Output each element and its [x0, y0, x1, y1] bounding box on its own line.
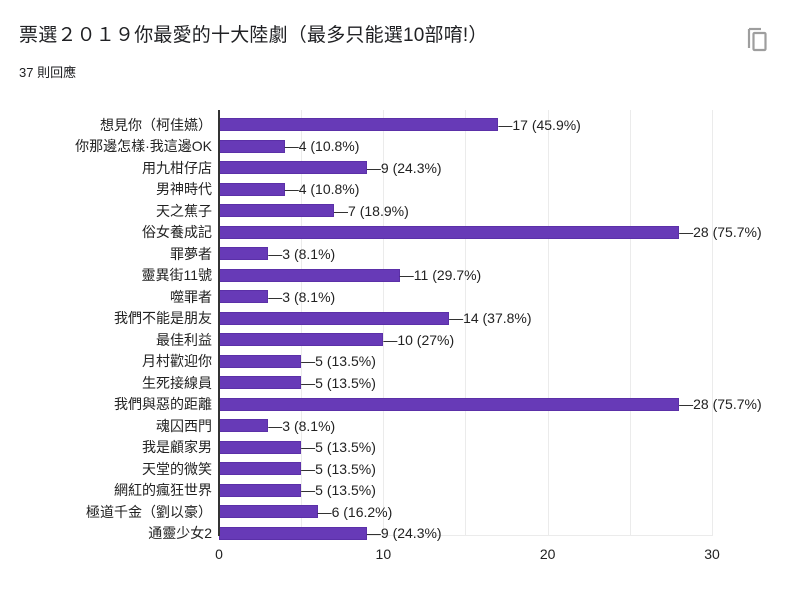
bar[interactable]	[219, 225, 680, 239]
bar-value-label: —9 (24.3%)	[366, 525, 442, 541]
x-tick-label: 0	[215, 546, 223, 562]
category-label: 靈異街11號	[141, 267, 212, 283]
bar[interactable]	[219, 376, 302, 389]
bar-value-label: —28 (75.7%)	[679, 396, 762, 412]
x-tick-label: 10	[375, 546, 392, 562]
category-label: 我們與惡的距離	[114, 396, 212, 412]
copy-icon	[747, 27, 767, 52]
bar[interactable]	[219, 397, 680, 411]
bar-value-label: —3 (8.1%)	[268, 245, 336, 262]
bar-value-label: —5 (13.5%)	[301, 460, 376, 477]
gridline	[630, 110, 631, 535]
bar[interactable]	[219, 419, 269, 432]
bar-value-label: —4 (10.8%)	[284, 181, 360, 197]
bar-value-label: —4 (10.8%)	[284, 138, 360, 154]
bar[interactable]	[219, 161, 367, 174]
bar[interactable]	[219, 139, 285, 153]
bar[interactable]	[219, 118, 499, 131]
bar[interactable]	[219, 204, 335, 217]
gridline	[465, 110, 466, 535]
bar[interactable]	[219, 333, 384, 346]
bar[interactable]	[219, 440, 302, 454]
bar-value-label: —3 (8.1%)	[268, 417, 336, 434]
category-label: 極道千金（劉以豪）	[86, 503, 212, 520]
category-label: 最佳利益	[156, 331, 212, 348]
bar-value-label: —14 (37.8%)	[449, 310, 532, 326]
category-label: 罪夢者	[170, 245, 212, 262]
category-label: 魂囚西門	[156, 417, 212, 434]
bar[interactable]	[219, 526, 367, 540]
bar[interactable]	[219, 462, 302, 475]
category-label: 天之蕉子	[156, 202, 212, 219]
bar[interactable]	[219, 290, 269, 303]
copy-chart-button[interactable]	[744, 24, 772, 54]
category-label: 我是顧家男	[142, 439, 212, 455]
category-label: 生死接線員	[142, 374, 212, 391]
bar[interactable]	[219, 311, 450, 325]
bar-value-label: —6 (16.2%)	[317, 503, 393, 520]
page-title: 票選２０１９你最愛的十大陸劇（最多只能選10部唷!）	[19, 25, 488, 46]
gridline	[548, 110, 549, 535]
bar-value-label: —10 (27%)	[383, 331, 455, 348]
category-label: 通靈少女2	[148, 525, 212, 541]
category-label: 天堂的微笑	[142, 460, 212, 477]
bar[interactable]	[219, 354, 302, 368]
bar[interactable]	[219, 268, 400, 282]
bar-value-label: —11 (29.7%)	[399, 267, 482, 283]
category-label: 你那邊怎樣·我這邊OK	[75, 138, 212, 154]
bar-value-label: —17 (45.9%)	[498, 116, 581, 133]
bar[interactable]	[219, 505, 318, 518]
bar[interactable]	[219, 247, 269, 260]
category-label: 我們不能是朋友	[114, 310, 212, 326]
category-label: 想見你（柯佳嬿）	[100, 116, 212, 133]
category-label: 俗女養成記	[142, 224, 212, 240]
gridline	[712, 110, 713, 535]
bar-value-label: —3 (8.1%)	[268, 288, 336, 305]
bar-value-label: —5 (13.5%)	[301, 353, 376, 369]
bar-value-label: —5 (13.5%)	[301, 482, 376, 498]
x-tick-label: 30	[704, 546, 720, 562]
category-label: 用九柑仔店	[142, 159, 212, 176]
bar-value-label: —5 (13.5%)	[301, 374, 376, 391]
category-label: 男神時代	[156, 181, 212, 197]
category-label: 噬罪者	[170, 288, 212, 305]
bar-value-label: —9 (24.3%)	[366, 159, 442, 176]
bar-value-label: —5 (13.5%)	[301, 439, 376, 455]
plot-bottom-line	[219, 535, 713, 536]
bar[interactable]	[219, 182, 285, 196]
y-axis-line	[218, 110, 220, 536]
bar-value-label: —7 (18.9%)	[334, 202, 409, 219]
bar-value-label: —28 (75.7%)	[679, 224, 762, 240]
response-count: 37 則回應	[19, 65, 77, 80]
x-tick-label: 20	[539, 546, 556, 562]
category-label: 月村歡迎你	[142, 353, 212, 369]
category-label: 網紅的瘋狂世界	[114, 482, 212, 498]
bar[interactable]	[219, 483, 302, 497]
